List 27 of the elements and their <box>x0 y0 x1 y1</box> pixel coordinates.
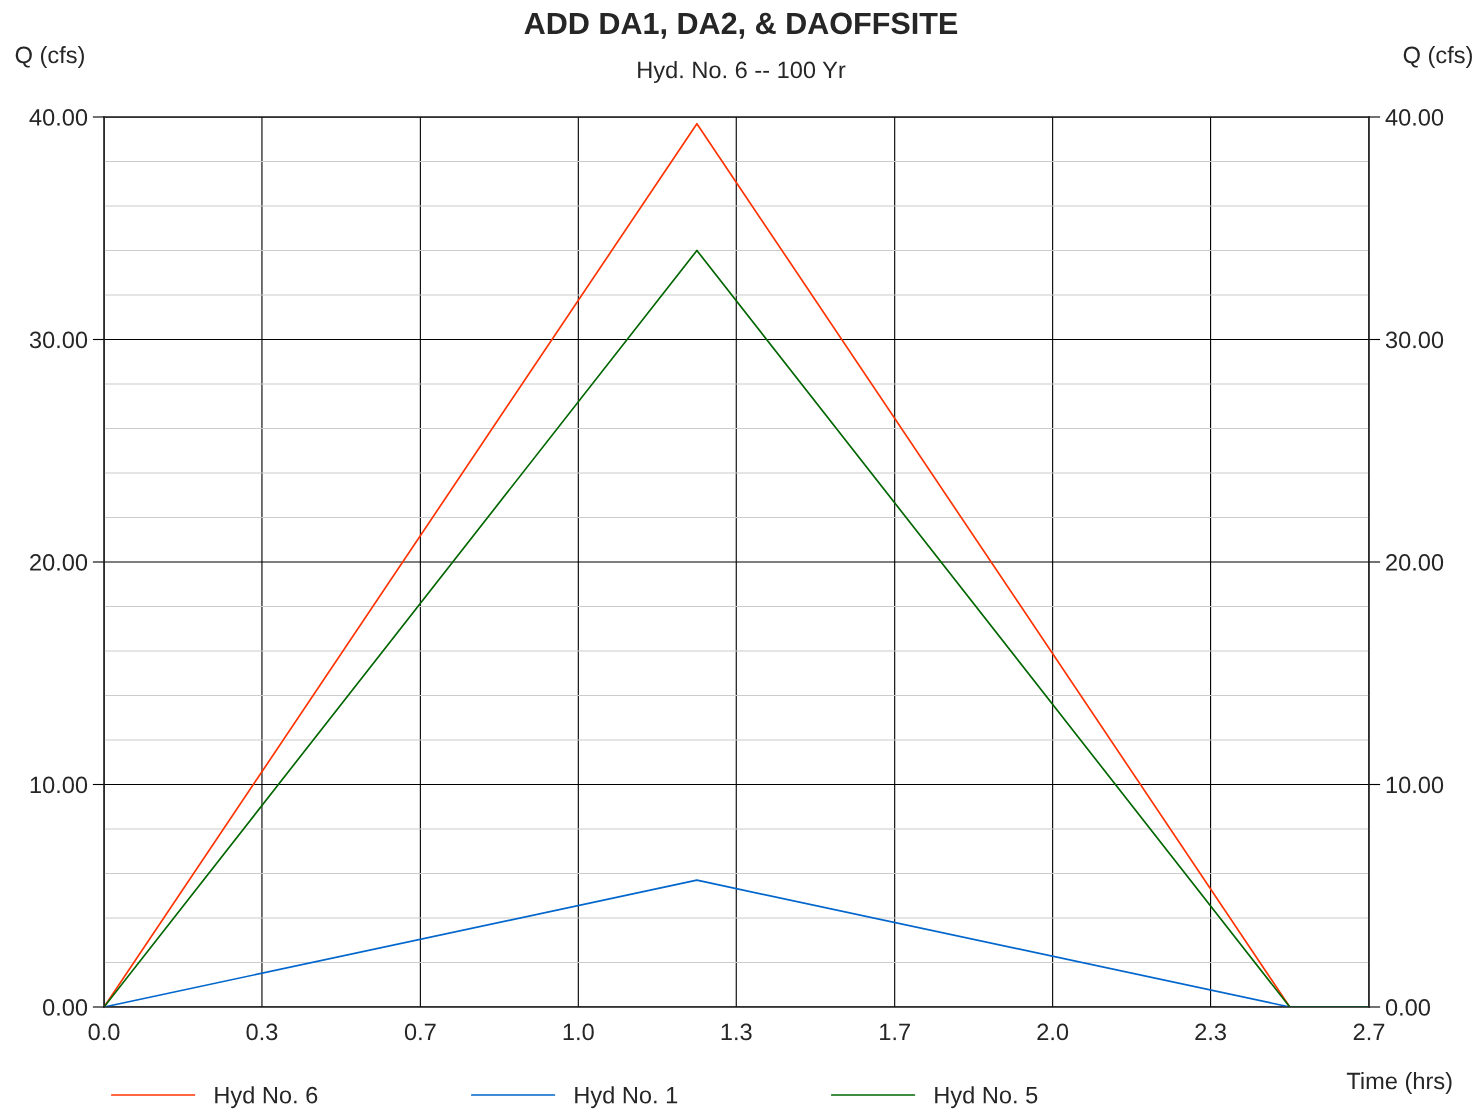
x-tick-label: 0.3 <box>246 1023 278 1041</box>
y-axis-title: Q (cfs) <box>15 46 84 68</box>
y-tick-label: 40.00 <box>29 109 88 126</box>
x-tick-label: 2.0 <box>1037 1023 1069 1041</box>
legend-label: Hyd No. 5 <box>935 1086 1038 1109</box>
x-tick-label: 1.7 <box>880 1023 910 1041</box>
x-tick-label: 0.0 <box>88 1023 120 1041</box>
y2-tick-label: 10.00 <box>1386 776 1444 794</box>
x-axis-title: Time (hrs) <box>1346 1071 1452 1094</box>
y2-axis-title: Q (cfs) <box>1403 46 1472 68</box>
y-tick-label: 30.00 <box>29 331 88 349</box>
x-tick-label: 1.0 <box>563 1023 594 1041</box>
x-tick-label: 2.3 <box>1195 1023 1226 1041</box>
legend-label: Hyd No. 6 <box>215 1086 318 1109</box>
y-tick-label: 20.00 <box>30 554 88 571</box>
y2-tick-label: 40.00 <box>1385 109 1444 126</box>
y2-tick-label: 0.00 <box>1385 999 1430 1016</box>
x-tick-label: 0.7 <box>404 1023 436 1041</box>
y2-tick-label: 30.00 <box>1385 331 1444 349</box>
y2-tick-label: 20.00 <box>1386 554 1444 571</box>
x-tick-label: 2.7 <box>1353 1023 1385 1041</box>
y-tick-label: 0.00 <box>43 999 88 1016</box>
chart-subtitle: Hyd. No. 6 -- 100 Yr <box>638 61 846 83</box>
x-tick-label: 1.3 <box>721 1023 752 1041</box>
y-tick-label: 10.00 <box>30 776 88 794</box>
legend-label: Hyd No. 1 <box>575 1086 678 1109</box>
chart-title: ADD DA1, DA2, & DAOFFSITE <box>524 12 958 39</box>
